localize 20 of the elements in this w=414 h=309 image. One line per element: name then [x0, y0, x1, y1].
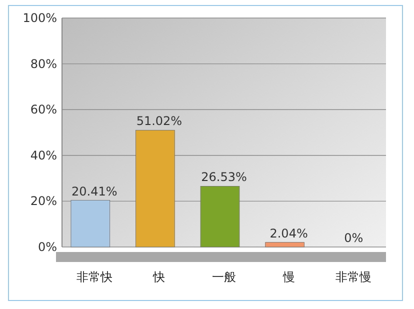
- y-tick-label: 0%: [38, 240, 57, 254]
- data-label: 0%: [344, 231, 364, 245]
- y-tick-label: 100%: [22, 11, 57, 25]
- x-tick-label: 一般: [212, 270, 236, 284]
- x-tick-label: 非常慢: [336, 270, 372, 284]
- data-label: 51.02%: [136, 114, 182, 128]
- x-tick-label: 快: [152, 270, 166, 284]
- data-label: 20.41%: [72, 184, 118, 198]
- x-tick-label: 非常快: [76, 270, 112, 284]
- data-label: 2.04%: [270, 226, 308, 240]
- y-tick-label: 40%: [30, 148, 57, 162]
- bar: [136, 130, 175, 248]
- bar: [70, 200, 110, 248]
- x-tick-label: 慢: [282, 270, 295, 284]
- y-tick-label: 20%: [30, 194, 57, 208]
- bar: [200, 186, 240, 248]
- bar: [265, 242, 304, 248]
- y-tick-label: 60%: [30, 102, 57, 117]
- data-label: 26.53%: [201, 170, 247, 184]
- y-tick-label: 80%: [30, 56, 57, 71]
